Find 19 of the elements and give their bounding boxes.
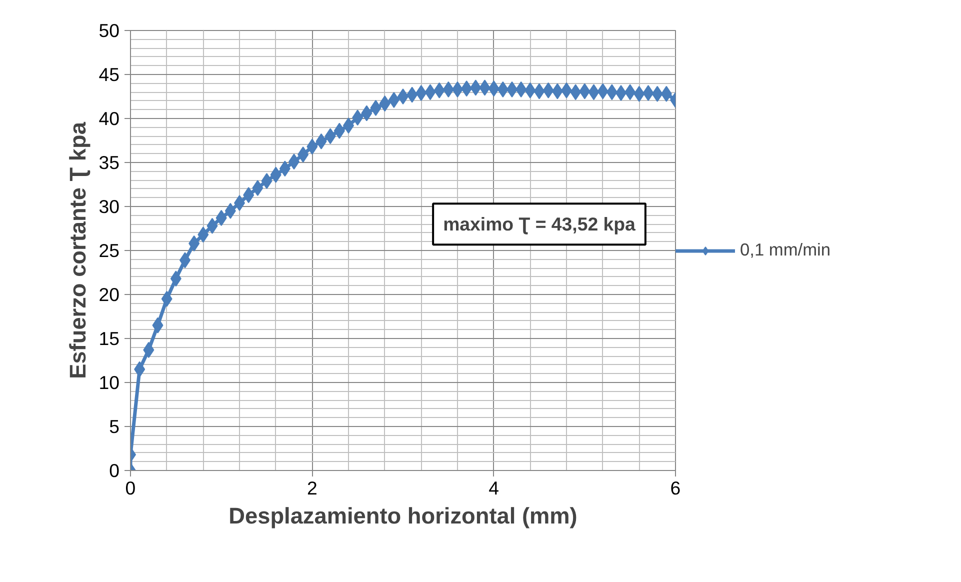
y-tick-label: 15 [98,328,120,349]
y-tick-label: 5 [109,416,120,437]
y-tick-label: 10 [98,372,120,393]
y-tick-label: 40 [98,108,120,129]
y-tick-label: 0 [109,460,120,481]
annotation: maximo Ʈ = 43,52 kpa [443,214,636,235]
legend-label: 0,1 mm/min [740,240,831,260]
x-tick-label: 6 [670,478,681,498]
y-tick-label: 50 [98,20,120,41]
x-axis-title: Desplazamiento horizontal (mm) [228,502,578,528]
y-tick-label: 45 [98,64,120,85]
x-tick-label: 4 [488,478,500,498]
y-tick-label: 30 [98,196,120,217]
x-tick-label: 0 [125,478,136,498]
x-tick-label: 2 [306,478,318,498]
y-axis-title: Esfuerzo cortante Ʈ kpa [64,122,91,379]
y-tick-label: 25 [98,240,120,261]
y-tick-label: 20 [98,284,120,305]
y-tick-label: 35 [98,152,120,173]
